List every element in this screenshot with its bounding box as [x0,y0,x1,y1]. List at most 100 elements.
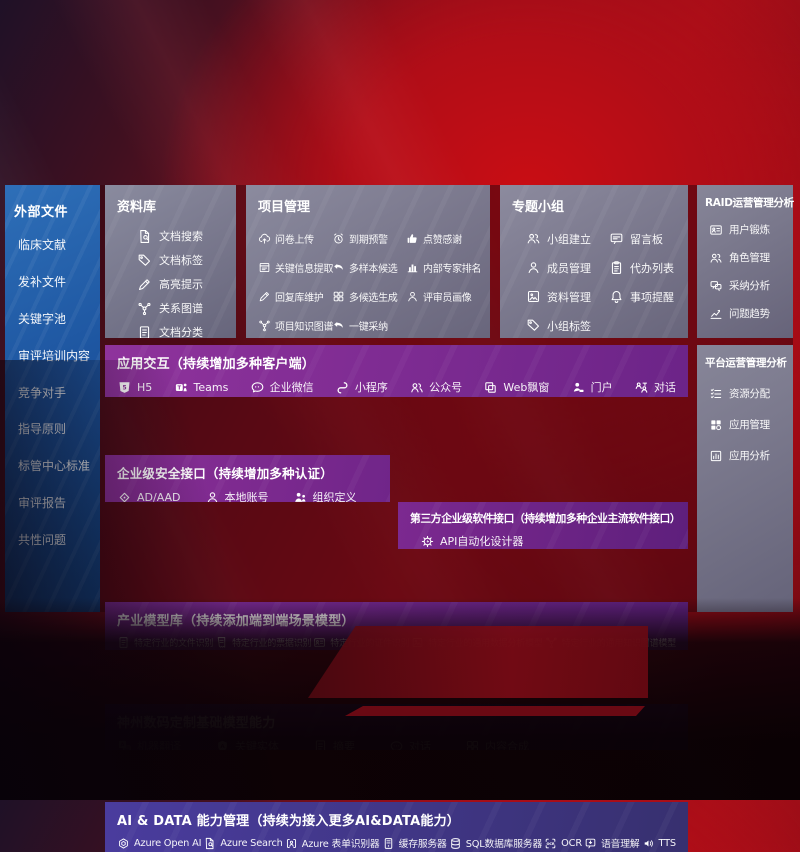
project-item-1[interactable]: 多样本候选 [332,253,406,282]
project-columns: 问卷上传 关键信息提取 回复库维护项目知识图谱 到期预警 多样本候选 多候选生成 一键采纳… [258,224,482,338]
client-item-2[interactable]: 企业微信 [250,379,314,395]
external-file-item-5[interactable]: 指导原则 [18,420,100,437]
bottom-strip [345,706,645,716]
model-item-label: 特定行业的文件识别 [134,639,214,649]
group-col-2: 留言板 代办列表 事项提醒 [595,224,678,338]
thirdparty-item-0[interactable]: API自动化设计器 [420,533,523,549]
platform-item-2[interactable]: 应用分析 [709,448,787,463]
external-file-item-2[interactable]: 关键字池 [18,310,100,327]
thirdparty-title: 第三方企业级软件接口（持续增加多种企业主流软件接口） [410,512,681,525]
group-item-0[interactable]: 留言板 [609,224,678,253]
model-item-1[interactable]: 特定行业的票据识别 [215,636,311,649]
project-item-3[interactable]: 项目知识图谱 [258,311,334,338]
raid-item-1[interactable]: 角色管理 [709,250,787,265]
capability-item-label: 关键实体 [235,740,279,750]
external-file-item-4[interactable]: 竞争对手 [18,384,100,401]
external-file-item-6[interactable]: 标管中心标准 [18,457,100,474]
capability-item-4[interactable]: 内容合成 [465,738,529,750]
project-item-0[interactable]: 到期预警 [332,224,406,253]
external-file-item-7[interactable]: 审评报告 [18,494,100,511]
project-item-2[interactable]: 多候选生成 [332,282,406,311]
group-item-2[interactable]: 资料管理 [526,282,595,311]
ai-service-item-5[interactable]: OCR OCR [544,837,582,850]
group-item-label: 成员管理 [547,261,591,275]
ai-service-item-1[interactable]: Azure Search [203,837,283,850]
capability-item-1[interactable]: A 关键实体 [215,738,279,750]
project-item-0[interactable]: 点赞感谢 [406,224,480,253]
thirdparty-interface-row: 第三方企业级软件接口（持续增加多种企业主流软件接口） API自动化设计器 [398,502,688,549]
client-item-label: Web飘窗 [503,381,550,394]
minis-icon [335,380,350,395]
capability-item-3[interactable]: 对话 [389,738,431,750]
project-item-1[interactable]: 关键信息提取 [258,253,334,282]
external-file-item-label: 关键字池 [18,311,67,326]
project-item-2[interactable]: 评审员画像 [406,282,480,311]
library-item-2[interactable]: 高亮提示 [137,272,226,296]
client-item-3[interactable]: 小程序 [335,379,388,395]
group-item-1[interactable]: 代办列表 [609,253,678,282]
project-item-0[interactable]: 问卷上传 [258,224,332,253]
external-file-item-label: 发补文件 [18,274,67,289]
raid-item-label: 用户锻炼 [729,224,770,236]
checklist-icon [709,387,723,401]
ai-service-item-label: 缓存服务器 [398,839,447,850]
idcard-icon [313,636,326,649]
library-item-1[interactable]: 文档标签 [137,248,226,272]
person-icon [406,290,419,303]
project-item-2[interactable]: 回复库维护 [258,282,332,311]
capability-item-0[interactable]: A 机器翻译 [117,738,181,750]
project-item-1[interactable]: 内部专家排名 [406,253,482,282]
client-item-6[interactable]: 门户 [571,379,613,395]
library-item-3[interactable]: 关系图谱 [137,296,226,320]
client-item-0[interactable]: 5 H5 [117,380,152,395]
group-item-label: 小组建立 [547,232,591,246]
client-item-1[interactable]: T Teams [174,380,228,395]
pencil-icon [258,290,271,303]
security-title: 企业级安全接口（持续增加多种认证） [117,466,333,481]
ai-service-item-label: TTS [658,837,677,849]
client-item-4[interactable]: 公众号 [409,379,462,395]
library-item-0[interactable]: 文档搜索 [137,224,226,248]
ai-service-item-label: Azure Search [220,837,283,849]
platform-item-0[interactable]: 资源分配 [709,386,787,401]
doc-search-icon [203,837,216,850]
external-file-item-0[interactable]: 临床文献 [18,236,100,253]
external-file-item-8[interactable]: 共性问题 [18,531,100,548]
group-item-3[interactable]: 小组标签 [526,311,595,338]
library-item-4[interactable]: 文档分类 [137,320,226,338]
external-file-item-1[interactable]: 发补文件 [18,273,100,290]
capability-item-2[interactable]: 摘要 [313,738,355,750]
group-item-0[interactable]: 小组建立 [526,224,595,253]
auth-item-1[interactable]: 本地账号 [205,489,269,502]
people-icon [709,251,723,265]
client-item-5[interactable]: Web飘窗 [483,379,549,395]
auth-item-0[interactable]: AD/AAD [117,490,181,502]
client-item-7[interactable]: 对话 [634,379,676,395]
group-item-1[interactable]: 成员管理 [526,253,595,282]
project-item-3[interactable]: 一键采纳 [332,311,406,338]
auth-item-label: 本地账号 [224,491,269,502]
project-item-label: 项目知识图谱 [275,322,334,333]
wecom-icon [250,380,265,395]
raid-item-label: 角色管理 [729,252,770,264]
ai-service-item-2[interactable]: Azure 表单识别器 [285,836,380,850]
raid-item-3[interactable]: 问题趋势 [709,306,787,321]
ai-service-item-6[interactable]: 语音理解 [584,836,640,850]
group-columns: 小组建立成员管理资料管理 小组标签 留言板 代办列表 事项提醒 [512,224,678,338]
grid4-icon [465,739,480,750]
ai-service-item-3[interactable]: 缓存服务器 [382,836,447,850]
ai-service-item-4[interactable]: SQL数据库服务器 [449,836,542,850]
tts-icon [642,837,655,850]
raid-item-0[interactable]: 用户锻炼 [709,222,787,237]
ai-service-item-0[interactable]: Azure Open AI [117,837,201,850]
platform-item-1[interactable]: 应用管理 [709,417,787,432]
group-item-2[interactable]: 事项提醒 [609,282,678,311]
model-item-0[interactable]: 特定行业的文件识别 [117,636,213,649]
dialog-icon [634,380,649,395]
raid-item-2[interactable]: 采纳分析 [709,278,787,293]
project-col-1: 问卷上传 关键信息提取 回复库维护项目知识图谱 [258,224,334,338]
auth-item-2[interactable]: 组织定义 [293,489,357,502]
ai-service-item-7[interactable]: TTS [642,837,676,850]
platform-item-label: 资源分配 [729,388,770,400]
external-file-item-3[interactable]: 审评培训内容 [18,347,100,364]
